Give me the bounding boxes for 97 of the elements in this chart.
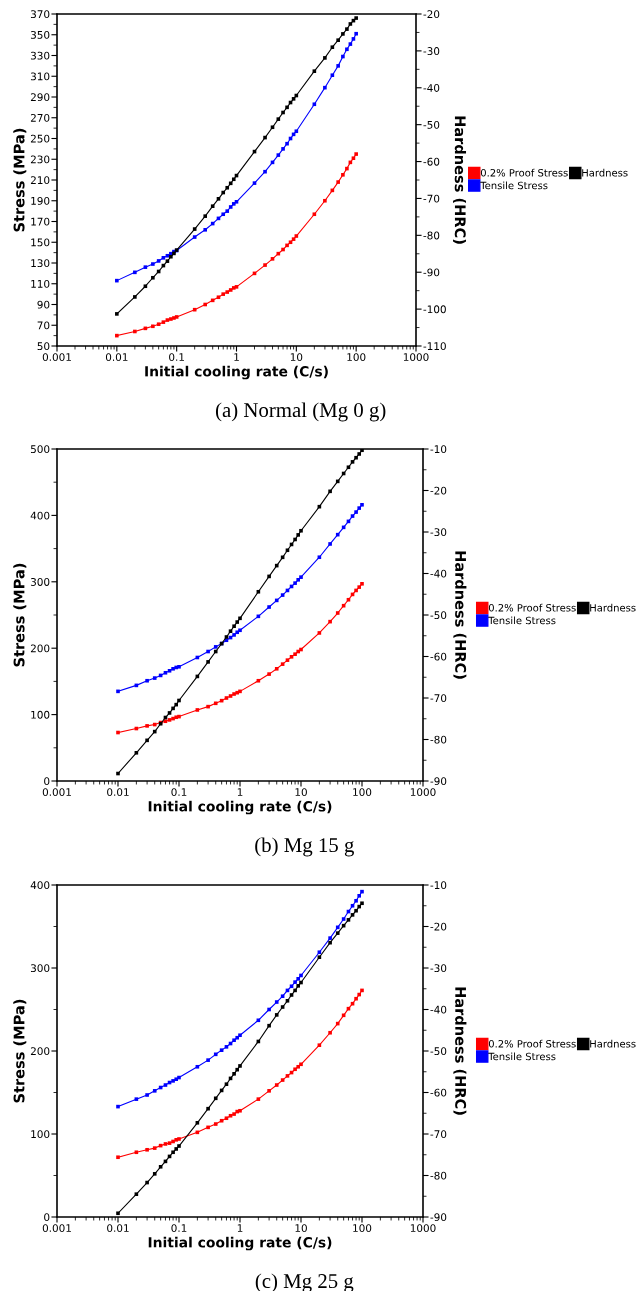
y-axis-title: Stress (MPa) [13, 999, 27, 1103]
y-tick-label: 370 [30, 10, 50, 19]
x-tick-label: 0.001 [42, 1224, 71, 1233]
y2-tick-label: -80 [430, 735, 447, 744]
y2-tick-label: -110 [423, 342, 446, 351]
y-tick-label: 130 [31, 259, 50, 268]
y2-tick-label: -90 [430, 1213, 447, 1222]
x-axis-title: Initial cooling rate (C/s) [148, 1236, 332, 1251]
x-tick-label: 0.1 [171, 788, 187, 797]
y2-tick-label: -30 [430, 528, 447, 537]
y2-tick-label: -70 [430, 1130, 447, 1139]
x-tick-label: 1 [237, 1224, 243, 1232]
y-tick-label: 50 [37, 342, 50, 351]
x-tick-label: 10 [295, 1224, 307, 1233]
y2-tick-label: -60 [430, 652, 447, 661]
y2-tick-label: -80 [423, 231, 440, 240]
x-tick-label: 10 [290, 353, 303, 362]
x-tick-label: 1000 [403, 353, 429, 362]
y-tick-label: 300 [30, 964, 50, 973]
y-tick-label: 400 [30, 881, 50, 890]
y2-tick-label: -20 [423, 10, 440, 19]
x-tick-label: 0.1 [169, 353, 184, 362]
y2-tick-label: -20 [430, 922, 447, 931]
y-tick-label: 350 [30, 30, 50, 39]
y2-tick-label: -100 [423, 305, 446, 314]
y2-tick-label: -40 [423, 84, 440, 92]
y-tick-label: 300 [30, 578, 50, 586]
x-tick-label: 0.01 [105, 353, 128, 362]
legend-label: Tensile Stress [480, 181, 548, 190]
x-tick-label: 1000 [410, 1224, 436, 1233]
y-tick-label: 310 [30, 72, 50, 81]
y2-tick-label: -10 [430, 445, 447, 454]
y-axis-title: Stress (MPa) [13, 128, 27, 232]
x-tick-label: 100 [353, 788, 372, 797]
y2-tick-label: -50 [430, 611, 447, 620]
legend-label: Hardness [590, 603, 636, 612]
legend-label: Tensile Stress [488, 1052, 556, 1061]
legend-label: 0.2% Proof Stress [488, 1039, 576, 1048]
y-tick-label: 100 [31, 710, 50, 719]
y2-tick-label: -30 [430, 964, 447, 973]
x-axis-title: Initial cooling rate (C/s) [148, 800, 332, 815]
y-tick-label: 290 [30, 93, 50, 102]
y2-tick-label: -50 [430, 1047, 447, 1056]
y2-tick-label: -40 [430, 569, 447, 578]
y2-tick-label: -60 [423, 157, 440, 166]
y-tick-label: 110 [31, 279, 50, 288]
x-tick-label: 1 [237, 788, 243, 796]
x-tick-label: 0.01 [107, 1224, 129, 1233]
y2-axis-title: Hardness (HRC) [453, 116, 467, 244]
y2-tick-label: -70 [423, 194, 440, 203]
x-tick-label: 1000 [410, 788, 436, 797]
y2-tick-label: -60 [430, 1088, 447, 1097]
y2-tick-label: -70 [430, 694, 447, 703]
y-tick-label: 400 [30, 511, 50, 520]
y-tick-label: 200 [30, 644, 50, 653]
x-tick-label: 10 [295, 788, 307, 797]
x-tick-label: 0.001 [42, 353, 71, 362]
y2-tick-label: -40 [430, 1005, 447, 1014]
y-tick-label: 170 [31, 217, 50, 226]
y-tick-label: 90 [37, 300, 50, 309]
y-tick-label: 230 [30, 155, 50, 164]
y-tick-label: 200 [30, 1047, 50, 1056]
y-tick-label: 330 [30, 51, 50, 60]
legend-label: Hardness [582, 168, 628, 177]
y-tick-label: 0 [44, 1213, 50, 1222]
y-tick-label: 150 [31, 238, 50, 247]
x-tick-label: 1 [234, 353, 239, 361]
y2-tick-label: -20 [430, 486, 447, 495]
x-tick-label: 0.1 [171, 1224, 187, 1233]
x-axis-title: Initial cooling rate (C/s) [145, 365, 328, 380]
x-tick-label: 100 [347, 353, 366, 362]
legend-label: Hardness [590, 1039, 636, 1048]
y-tick-label: 210 [30, 176, 50, 185]
legend-label: 0.2% Proof Stress [488, 603, 576, 612]
y-tick-label: 100 [31, 1130, 50, 1139]
y2-tick-label: -90 [423, 268, 440, 277]
y-tick-label: 190 [31, 196, 50, 205]
y-tick-label: 270 [30, 113, 50, 122]
y2-tick-label: -10 [430, 881, 447, 890]
y2-axis-title: Hardness (HRC) [453, 551, 467, 679]
legend-label: Tensile Stress [488, 616, 556, 625]
text: (b) Mg 15 g [255, 837, 354, 857]
text: (a) Normal (Mg 0 g) [215, 402, 386, 422]
y-axis-title: Stress (MPa) [13, 563, 27, 667]
y2-tick-label: -30 [423, 47, 440, 55]
y-tick-label: 500 [30, 445, 50, 454]
y2-axis-title: Hardness (HRC) [453, 987, 467, 1115]
y2-tick-label: -80 [430, 1171, 447, 1180]
y-tick-label: 0 [44, 777, 50, 786]
x-tick-label: 100 [353, 1224, 372, 1233]
x-tick-label: 0.01 [107, 788, 129, 797]
legend-label: 0.2% Proof Stress [480, 168, 568, 177]
y2-tick-label: -90 [430, 777, 447, 786]
y2-tick-label: -50 [423, 120, 440, 129]
y-tick-label: 70 [37, 321, 50, 330]
x-tick-label: 0.001 [42, 788, 71, 797]
y-tick-label: 250 [30, 134, 50, 143]
